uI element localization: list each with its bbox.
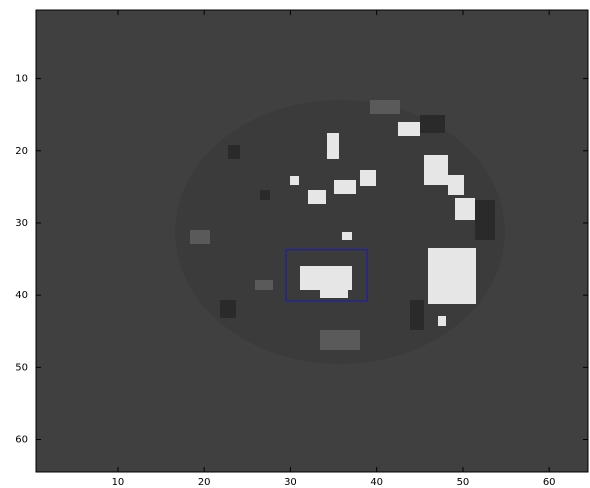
y-tick-label: 20 — [15, 146, 28, 157]
y-tick-label: 50 — [15, 362, 28, 373]
chart: 10 20 30 40 50 60 10 20 30 40 50 60 — [0, 0, 590, 488]
y-tick-label: 30 — [15, 218, 28, 229]
x-tick-label: 30 — [284, 477, 297, 488]
x-tick-label: 20 — [198, 477, 211, 488]
y-tick-label: 40 — [15, 290, 28, 301]
image — [36, 10, 588, 472]
x-tick-label: 40 — [370, 477, 383, 488]
y-tick-label: 60 — [15, 435, 28, 446]
y-tick-label: 10 — [15, 74, 28, 85]
x-tick-label: 10 — [112, 477, 125, 488]
brain-region — [175, 100, 505, 364]
x-tick-label: 50 — [457, 477, 470, 488]
x-tick-label: 60 — [543, 477, 556, 488]
